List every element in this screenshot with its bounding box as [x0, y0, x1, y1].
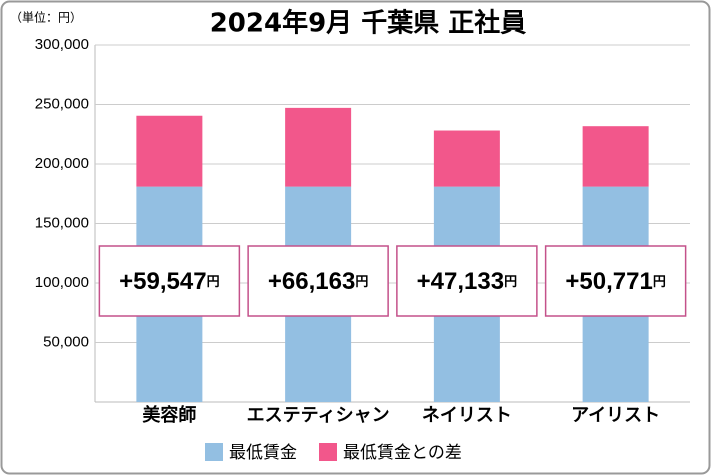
unit-label: （単位：円）	[10, 10, 82, 25]
label-box	[247, 245, 389, 317]
y-tick-label: 150,000	[35, 214, 89, 231]
x-tick-label: エステティシャン	[247, 405, 390, 426]
data-label: +47,133円	[417, 268, 517, 295]
x-tick-label: アイリスト	[571, 405, 660, 426]
legend-label: 最低賃金	[229, 443, 297, 463]
label-box	[98, 245, 241, 317]
legend-label: 最低賃金との差	[343, 443, 462, 463]
bar-segment	[136, 115, 203, 187]
legend-swatch	[205, 443, 223, 461]
legend-swatch	[319, 443, 337, 461]
bar-segment	[285, 107, 352, 187]
data-label: +66,163円	[268, 268, 368, 295]
bar-segment	[433, 130, 500, 187]
label-box	[544, 245, 687, 317]
chart-title: 2024年9月 千葉県 正社員	[210, 8, 527, 39]
y-tick-label: 50,000	[43, 333, 89, 350]
label-box	[396, 245, 538, 317]
y-tick-label: 300,000	[35, 36, 89, 53]
x-tick-label: 美容師	[142, 404, 196, 426]
data-label: +59,547円	[119, 268, 219, 295]
y-tick-label: 250,000	[35, 95, 89, 112]
y-tick-label: 200,000	[35, 155, 89, 172]
bar-segment	[582, 126, 649, 187]
x-tick-label: ネイリスト	[422, 405, 512, 426]
y-tick-label: 100,000	[35, 274, 89, 291]
data-label: +50,771円	[565, 268, 665, 295]
